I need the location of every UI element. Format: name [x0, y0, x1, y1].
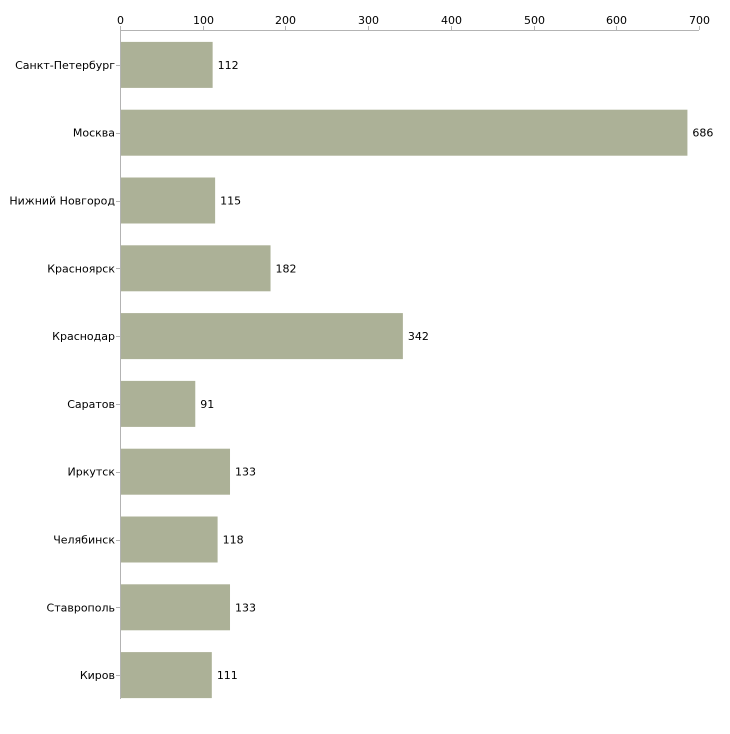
bar [121, 652, 212, 699]
category-label: Москва [73, 127, 115, 140]
x-tick-label: 400 [441, 14, 462, 27]
x-tick-label: 700 [689, 14, 710, 27]
value-label: 686 [692, 127, 713, 140]
x-tick-label: 300 [358, 14, 379, 27]
value-label: 342 [408, 330, 429, 343]
category-label: Саратов [67, 398, 115, 411]
category-label: Ставрополь [47, 601, 115, 614]
bar [121, 313, 403, 360]
value-label: 118 [223, 534, 244, 547]
value-label: 91 [200, 398, 214, 411]
category-label: Краснодар [52, 330, 115, 343]
value-label: 111 [217, 669, 238, 682]
x-tick-label: 600 [606, 14, 627, 27]
bar [121, 380, 196, 427]
category-label: Красноярск [47, 262, 115, 275]
category-label: Челябинск [53, 534, 115, 547]
x-tick-label: 100 [193, 14, 214, 27]
bar [121, 41, 213, 88]
bar [121, 448, 231, 495]
category-label: Иркутск [68, 466, 116, 479]
value-label: 182 [276, 262, 297, 275]
bars-layer [121, 41, 688, 699]
bar [121, 177, 216, 224]
axis-layer: 0 100 200 300 400 500 600 700 [116, 14, 710, 699]
value-label: 133 [235, 466, 256, 479]
x-tick-label: 200 [275, 14, 296, 27]
bar [121, 109, 688, 156]
x-tick-label: 0 [117, 14, 124, 27]
value-label: 115 [220, 195, 241, 208]
bar [121, 245, 271, 292]
value-label: 133 [235, 601, 256, 614]
labels-layer: Санкт-Петербург 112 Москва 686 Нижний Новгор… [9, 59, 713, 682]
bar [121, 584, 231, 631]
category-label: Санкт-Петербург [15, 59, 115, 72]
category-label: Нижний Новгород [9, 195, 115, 208]
x-tick-label: 500 [524, 14, 545, 27]
value-label: 112 [218, 59, 239, 72]
bar [121, 516, 218, 563]
category-label: Киров [80, 669, 115, 682]
